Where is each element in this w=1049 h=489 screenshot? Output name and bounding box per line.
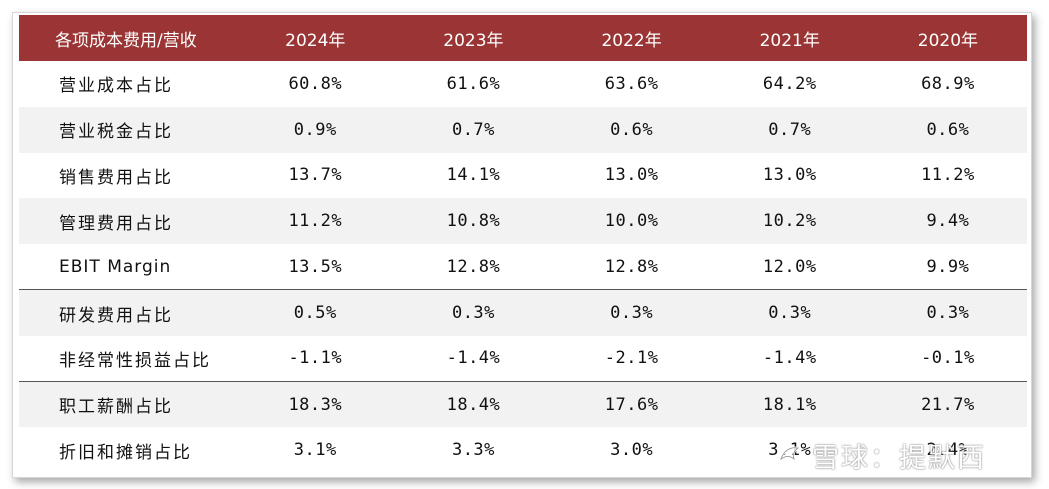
table-row: 营业税金占比 0.9% 0.7% 0.6% 0.7% 0.6% bbox=[19, 106, 1027, 153]
row-label: 折旧和摊销占比 bbox=[59, 442, 192, 463]
cell-value: 13.0% bbox=[762, 165, 817, 186]
cell-value: 18.4% bbox=[394, 381, 553, 428]
table-row: 管理费用占比 11.2% 10.8% 10.0% 10.2% 9.4% bbox=[19, 198, 1027, 245]
table-header: 各项成本费用/营收 2024年 2023年 2022年 2021年 2020年 bbox=[19, 15, 1027, 61]
watermark-text: 雪球：提默西 bbox=[812, 443, 986, 474]
cell-value: 3.1% bbox=[293, 440, 337, 461]
cell-value: -1.1% bbox=[288, 348, 343, 369]
cell-value: 2.4% bbox=[926, 440, 970, 461]
cell-value: 0.3% bbox=[710, 289, 869, 336]
cost-ratio-table: 各项成本费用/营收 2024年 2023年 2022年 2021年 2020年 … bbox=[19, 15, 1027, 474]
cell-value: 0.5% bbox=[236, 289, 395, 336]
header-row: 各项成本费用/营收 2024年 2023年 2022年 2021年 2020年 bbox=[19, 15, 1027, 61]
cell-value: 68.9% bbox=[921, 73, 975, 94]
cell-value: 9.4% bbox=[926, 211, 970, 232]
cell-value: 0.3% bbox=[868, 289, 1027, 336]
cell-value: -2.1% bbox=[604, 348, 659, 369]
row-label: 管理费用占比 bbox=[59, 213, 173, 234]
header-year: 2024年 bbox=[285, 30, 346, 51]
header-year: 2020年 bbox=[917, 30, 979, 51]
cell-value: 9.9% bbox=[926, 256, 970, 277]
cell-value: 13.5% bbox=[288, 256, 343, 277]
cell-value: 3.3% bbox=[451, 440, 495, 461]
cell-value: 0.9% bbox=[293, 119, 337, 140]
cell-value: -0.1% bbox=[921, 348, 975, 369]
cell-value: 18.3% bbox=[236, 381, 395, 428]
row-label: 职工薪酬占比 bbox=[19, 381, 237, 428]
row-label: 销售费用占比 bbox=[59, 167, 173, 188]
table-row: 折旧和摊销占比 3.1% 3.3% 3.0% 3.1% 2.4% bbox=[19, 427, 1027, 474]
table-row: 非经常性损益占比 -1.1% -1.4% -2.1% -1.4% -0.1% bbox=[19, 335, 1027, 382]
cell-value: 12.0% bbox=[762, 256, 817, 277]
snowball-logo-icon bbox=[778, 446, 801, 463]
cell-value: 10.8% bbox=[446, 211, 501, 232]
cell-value: 63.6% bbox=[604, 73, 659, 94]
cell-value: 60.8% bbox=[288, 73, 343, 94]
cell-value: 64.2% bbox=[762, 73, 817, 94]
header-year: 2022年 bbox=[601, 30, 662, 51]
table-row: 销售费用占比 13.7% 14.1% 13.0% 13.0% 11.2% bbox=[19, 152, 1027, 199]
cell-value: -1.4% bbox=[446, 348, 501, 369]
row-label: EBIT Margin bbox=[59, 256, 172, 277]
table-row: 营业成本占比 60.8% 61.6% 63.6% 64.2% 68.9% bbox=[19, 61, 1027, 107]
cell-value: 12.8% bbox=[446, 256, 501, 277]
cell-value: 61.6% bbox=[446, 73, 501, 94]
header-year: 2021年 bbox=[759, 30, 820, 51]
cell-value: 11.2% bbox=[288, 211, 343, 232]
cell-value: 18.1% bbox=[710, 381, 869, 428]
cell-value: 12.8% bbox=[604, 256, 659, 277]
cell-value: 3.0% bbox=[610, 440, 654, 461]
cell-value: 14.1% bbox=[446, 165, 501, 186]
cell-value: 0.6% bbox=[610, 119, 654, 140]
row-label: 营业税金占比 bbox=[59, 122, 173, 143]
cell-value: 17.6% bbox=[552, 381, 711, 428]
cell-value: 10.0% bbox=[604, 211, 659, 232]
cell-value: 0.7% bbox=[451, 119, 495, 140]
cell-value: 13.7% bbox=[288, 165, 343, 186]
cell-value: 0.6% bbox=[926, 119, 970, 140]
cell-value: 3.1% bbox=[768, 440, 812, 461]
row-label: 非经常性损益占比 bbox=[59, 350, 211, 371]
row-label: 营业成本占比 bbox=[59, 76, 173, 97]
table-row: EBIT Margin 13.5% 12.8% 12.8% 12.0% 9.9% bbox=[19, 244, 1027, 290]
table-body: 营业成本占比 60.8% 61.6% 63.6% 64.2% 68.9% 营业税… bbox=[19, 61, 1027, 474]
header-year: 2023年 bbox=[443, 30, 504, 51]
cell-value: 0.3% bbox=[552, 289, 711, 336]
cell-value: 0.3% bbox=[394, 289, 553, 336]
cell-value: 11.2% bbox=[921, 165, 975, 186]
table-row: 职工薪酬占比 18.3% 18.4% 17.6% 18.1% 21.7% bbox=[19, 381, 1027, 428]
cell-value: 13.0% bbox=[604, 165, 659, 186]
cell-value: 21.7% bbox=[868, 381, 1027, 428]
row-label: 研发费用占比 bbox=[19, 289, 237, 336]
cell-value: 0.7% bbox=[768, 119, 812, 140]
header-label: 各项成本费用/营收 bbox=[55, 30, 197, 51]
cell-value: -1.4% bbox=[762, 348, 817, 369]
table-row: 研发费用占比 0.5% 0.3% 0.3% 0.3% 0.3% bbox=[19, 289, 1027, 336]
cell-value: 10.2% bbox=[762, 211, 817, 232]
